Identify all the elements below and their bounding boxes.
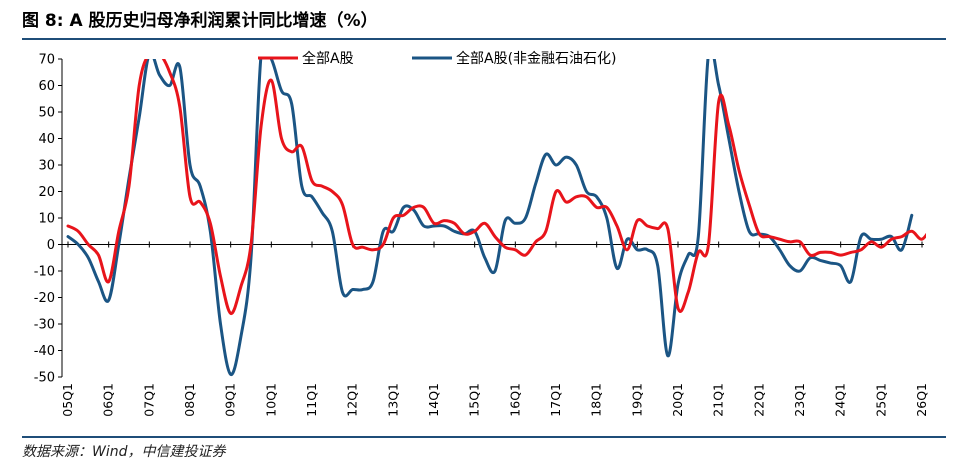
x-tick-label: 26Q1 xyxy=(914,383,929,417)
x-tick-label: 17Q1 xyxy=(548,383,563,417)
x-tick-label: 25Q1 xyxy=(873,383,888,417)
y-tick-label: 50 xyxy=(38,106,55,121)
x-tick-label: 19Q1 xyxy=(629,383,644,417)
x-tick-label: 07Q1 xyxy=(141,383,156,417)
y-tick-label: -30 xyxy=(34,318,55,333)
x-tick-label: 21Q1 xyxy=(711,383,726,417)
y-tick-label: -10 xyxy=(34,265,55,280)
y-tick-label: 20 xyxy=(38,185,55,200)
title-rule xyxy=(22,38,946,40)
x-tick-label: 20Q1 xyxy=(670,383,685,417)
chart-title: 图 8: A 股历史归母净利润累计同比增速（%） xyxy=(22,11,378,31)
y-tick-label: -50 xyxy=(34,371,55,386)
series-lines xyxy=(66,59,926,376)
x-tick-label: 24Q1 xyxy=(833,383,848,417)
y-tick-label: 70 xyxy=(38,53,55,68)
source-note: 数据来源：Wind，中信建投证券 xyxy=(22,444,226,460)
x-tick-label: 23Q1 xyxy=(792,383,807,417)
x-tick-label: 15Q1 xyxy=(467,383,482,417)
x-tick-label: 18Q1 xyxy=(589,383,604,417)
series-line-all-a-shares-ex-fin-oil xyxy=(66,59,914,376)
x-tick-label: 16Q1 xyxy=(507,383,522,417)
y-tick-label: 60 xyxy=(38,79,55,94)
source-rule xyxy=(22,436,946,438)
legend: 全部A股 全部A股(非金融石油石化) xyxy=(258,50,617,67)
plot-area: 70 60 50 40 30 20 10 0 -10 -20 -30 -40 -50 05Q1 06Q1 07… xyxy=(34,53,929,417)
x-tick-label: 09Q1 xyxy=(223,383,238,417)
x-tick-label: 22Q1 xyxy=(751,383,766,417)
x-tick-label: 13Q1 xyxy=(385,383,400,417)
x-tick-label: 10Q1 xyxy=(263,383,278,417)
y-tick-label: 10 xyxy=(38,212,55,227)
y-tick-label: 0 xyxy=(47,238,55,253)
line-chart: 70 60 50 40 30 20 10 0 -10 -20 -30 -40 -50 05Q1 06Q1 07… xyxy=(34,50,929,417)
y-tick-label: 40 xyxy=(38,132,55,147)
x-tick-label: 14Q1 xyxy=(426,383,441,417)
y-tick-label: -40 xyxy=(34,344,55,359)
x-tick-label: 05Q1 xyxy=(60,383,75,417)
y-tick-label: -20 xyxy=(34,291,55,306)
series-line-all-a-shares xyxy=(66,59,926,315)
x-tick-label: 08Q1 xyxy=(182,383,197,417)
legend-label: 全部A股(非金融石油石化) xyxy=(456,50,617,67)
x-tick-label: 12Q1 xyxy=(345,383,360,417)
x-tick-label: 06Q1 xyxy=(101,383,116,417)
x-tick-label: 11Q1 xyxy=(304,383,319,417)
legend-label: 全部A股 xyxy=(302,50,354,67)
y-tick-label: 30 xyxy=(38,159,55,174)
